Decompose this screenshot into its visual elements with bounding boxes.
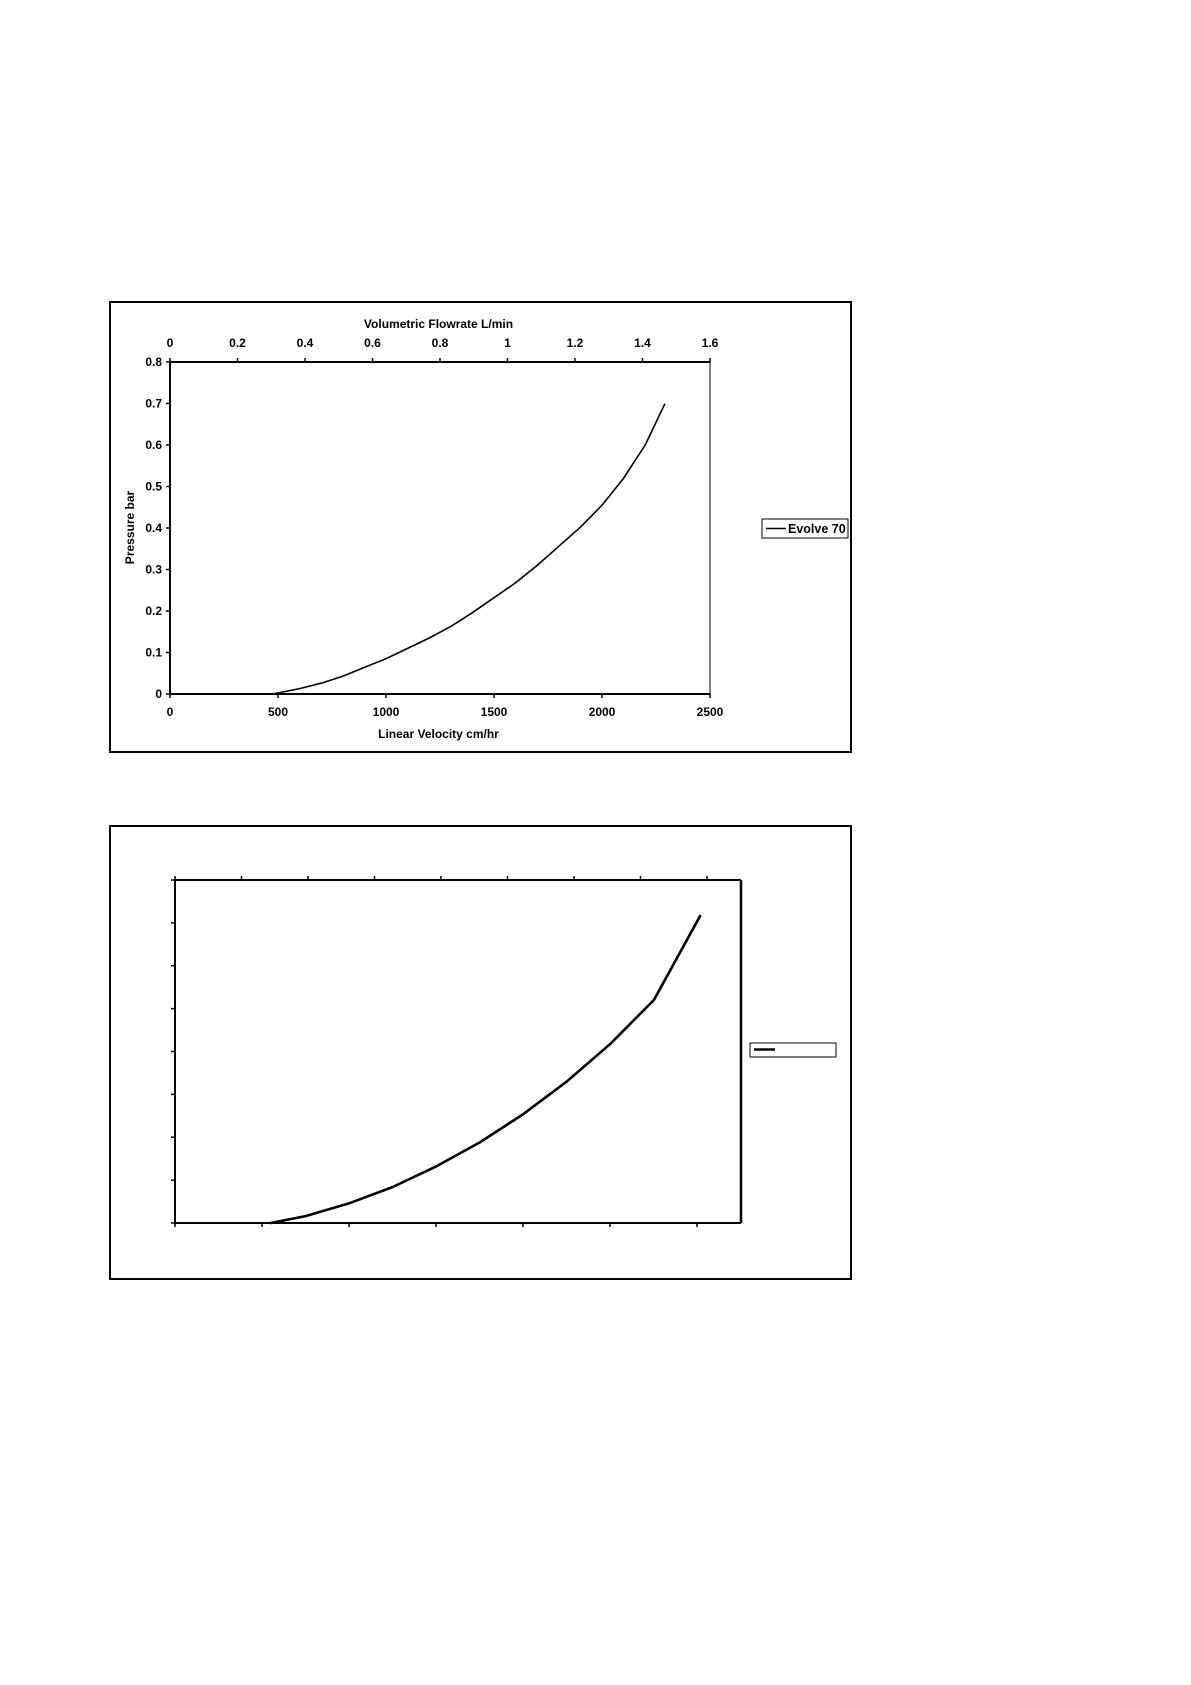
chart-2-plot-area [171, 876, 743, 1227]
chart-1-x2-tick-label: 0 [167, 336, 174, 350]
chart-1-x2-tick-label: 1 [504, 336, 511, 350]
chart-1-x-tick-label: 1500 [481, 705, 508, 719]
chart-1-y-tick-label: 0.6 [145, 438, 162, 452]
chart-1-x-tick-label: 2500 [697, 705, 724, 719]
chart-1-x2-title: Volumetric Flowrate L/min [364, 317, 513, 331]
chart-1-x-title: Linear Velocity cm/hr [378, 727, 499, 741]
chart-1-x2-tick-label: 0.8 [432, 336, 449, 350]
chart-1-x2-tick-label: 1.6 [702, 336, 719, 350]
chart-1-y-tick-label: 0.1 [145, 646, 162, 660]
chart-1-x2-tick-label: 1.2 [567, 336, 584, 350]
chart-1-x-tick-label: 0 [167, 705, 174, 719]
chart-1-svg: Volumetric Flowrate L/min Linear Velocit… [123, 317, 849, 741]
chart-1-x-tick-label: 500 [268, 705, 288, 719]
chart-1-y-title: Pressure bar [123, 490, 137, 564]
chart-1-x2-tick-label: 0.4 [297, 336, 314, 350]
chart-1-x-tick-label: 2000 [589, 705, 616, 719]
chart-1-x2-tick-label: 0.6 [364, 336, 381, 350]
chart-1-plot-area: 0 0.1 0.2 0.3 0.4 0.5 0.6 0.7 0.8 0 500 1000 1500 200… [145, 336, 723, 719]
chart-1-x2-tick-label: 1.4 [634, 336, 651, 350]
chart-1-legend: Evolve 70 [761, 518, 849, 539]
chart-2-legend [749, 1042, 837, 1058]
chart-1-y-tick-label: 0.2 [145, 604, 162, 618]
chart-2-svg [171, 876, 837, 1227]
chart-2-frame [109, 825, 852, 1280]
chart-1-frame: Volumetric Flowrate L/min Linear Velocit… [109, 301, 852, 753]
chart-1-y-tick-label: 0.4 [145, 521, 162, 535]
chart-2-legend-box [749, 1042, 837, 1058]
chart-1-y-tick-label: 0 [155, 687, 162, 701]
chart-1-x2-tick-label: 0.2 [229, 336, 246, 350]
chart-1-x-tick-label: 1000 [373, 705, 400, 719]
chart-2-series-line-0 [269, 914, 702, 1225]
chart-1-legend-box [761, 518, 849, 539]
chart-1-y-tick-label: 0.7 [145, 397, 162, 411]
chart-1-legend-label: Evolve 70 [788, 522, 846, 536]
chart-1-y-tick-label: 0.8 [145, 355, 162, 369]
chart-1-y-tick-label: 0.5 [145, 480, 162, 494]
chart-1-series-line-0 [271, 403, 666, 695]
chart-1-y-tick-label: 0.3 [145, 563, 162, 577]
